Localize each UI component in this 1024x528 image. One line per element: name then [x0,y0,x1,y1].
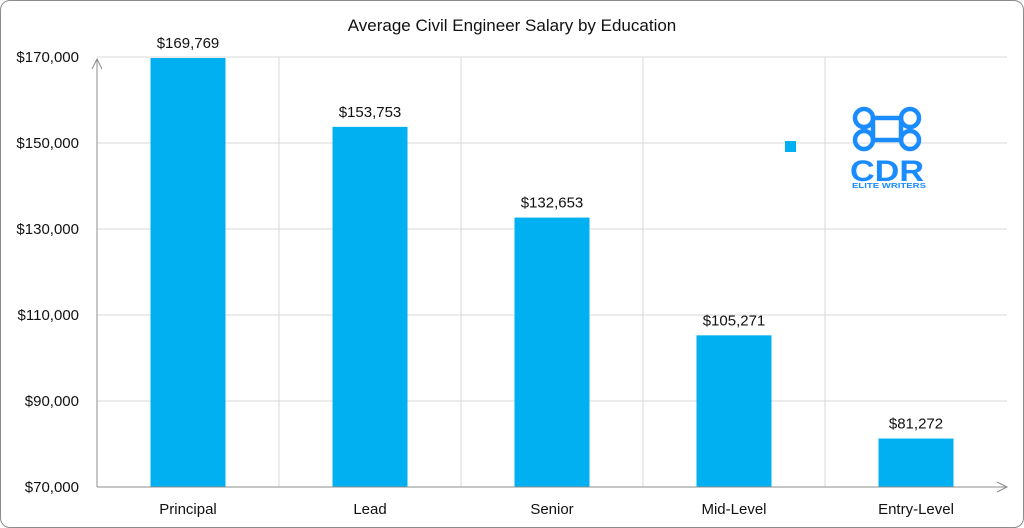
data-label: $132,653 [521,195,584,212]
y-tick-label: $110,000 [18,307,79,324]
axes [91,57,1009,493]
y-tick-label: $90,000 [25,393,79,410]
x-axis-categories: Principal Lead Senior Mid-Level Entry-Level [159,501,954,518]
data-labels: $169,769 $153,753 $132,653 $105,271 $81,272 [157,35,943,433]
bar-senior [514,217,590,487]
bar-entry-level [878,438,954,487]
bar-mid-level [696,335,772,487]
x-tick-label: Mid-Level [701,501,766,518]
bar-principal [150,57,226,488]
y-axis-ticks: $70,000 $90,000 $110,000 $130,000 $150,000 $1… [16,49,79,496]
cdr-logo: CDR ELITE WRITERS [850,106,926,190]
chart-title: Average Civil Engineer Salary by Educati… [348,16,677,35]
data-label: $153,753 [339,104,402,121]
y-axis-arrow-icon [91,57,103,70]
logo-brand: CDR [850,155,924,188]
y-tick-label: $70,000 [25,479,79,496]
y-tick-label: $170,000 [16,49,79,66]
y-tick-label: $130,000 [16,221,79,238]
command-key-icon [852,106,922,152]
bar-lead [332,126,408,488]
x-tick-label: Lead [353,501,386,518]
bars [150,57,954,488]
data-label: $169,769 [157,35,220,52]
logo-tagline: ELITE WRITERS [852,183,926,190]
x-tick-label: Entry-Level [878,501,954,518]
x-tick-label: Senior [530,501,573,518]
data-label: $105,271 [703,312,766,329]
decorative-square-icon [785,141,796,152]
y-tick-label: $150,000 [16,135,79,152]
data-label: $81,272 [889,416,943,433]
x-axis-arrow-icon [996,481,1009,493]
x-tick-label: Principal [159,501,217,518]
